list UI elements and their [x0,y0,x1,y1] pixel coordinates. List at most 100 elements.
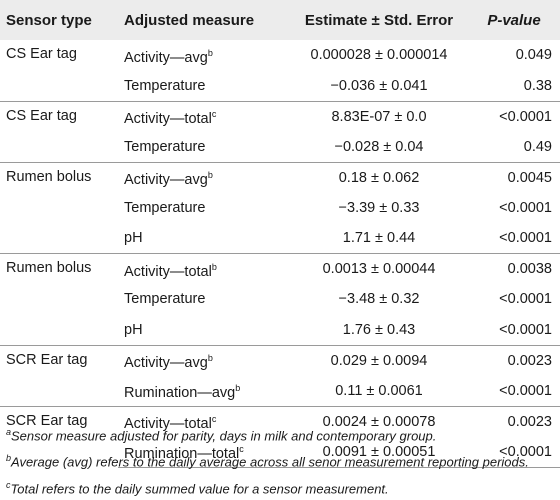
pvalue-cell: 0.38 [523,77,552,94]
pvalue-cell: <0.0001 [499,199,552,216]
estimate-cell: 0.029 ± 0.0094 [290,344,468,376]
estimate-cell: 0.0024 ± 0.00078 [290,405,468,437]
measure-label: Temperature [124,77,206,94]
estimate-cell: 0.0013 ± 0.00044 [290,253,468,284]
adjusted-measure-cell: Temperature [118,284,290,315]
table-header-row: Sensor type Adjusted measure Estimate ± … [0,0,560,40]
table-row: Rumen bolus Activity—avgb 0.18 ± 0.062 0.00… [0,161,560,254]
footnote: bAverage (avg) refers to the daily avera… [0,447,560,473]
pvalue-cell: 0.0023 [468,344,560,376]
pvalue-cell: 0.49 [523,138,552,155]
measure-label: pH [124,321,143,338]
estimate-cell: 0.000028 ± 0.000014 [310,47,448,64]
table-row: Temperature −3.39 ± 0.33 <0.0001 [0,193,560,224]
footnote-marker: b [207,47,213,58]
table-row: CS Ear tag Activity—totalc 8.83E-07 ± 0.0 <… [0,100,560,162]
sensor-type-cell: Rumen bolus [0,161,118,254]
measure-label: Activity—total [124,110,212,127]
table-row: pH 1.71 ± 0.44 <0.0001 [0,223,560,254]
pvalue-cell: 0.0023 [468,405,560,437]
table-row: Rumination—totalc 0.0091 ± 0.00051 <0.0001 [0,436,560,468]
footnote-text: Total refers to the daily summed value f… [10,480,389,496]
footnote-mark: a [6,427,12,437]
footnote-marker: b [207,170,213,181]
measure-label: Activity—total [124,415,212,432]
pvalue-cell: 0.0038 [468,253,560,284]
estimate-cell: 8.83E-07 ± 0.0 [290,100,468,132]
estimate-cell: 1.71 ± 0.44 [342,230,416,246]
sensor-type-cell: CS Ear tag [6,46,77,62]
adjusted-measure-cell: pH [118,223,290,254]
pvalue-cell: <0.0001 [499,382,552,399]
measure-label: Activity—total [124,263,212,280]
adjusted-measure-cell: Activity—avgb [118,40,290,71]
adjusted-measure-cell: pH [118,315,290,346]
pvalue-cell: <0.0001 [468,100,560,132]
footnote-marker: b [207,353,213,364]
table-row: Temperature −3.48 ± 0.32 <0.0001 [0,284,560,315]
footnote-text: Average (avg) refers to the daily averag… [11,454,529,470]
measure-label: Temperature [124,199,206,216]
adjusted-measure-cell: Temperature [118,193,290,224]
estimate-cell: −3.39 ± 0.33 [338,199,420,216]
adjusted-measure-cell: Rumination—avgb [118,376,290,407]
table-row: Temperature −0.028 ± 0.04 0.49 [0,132,560,163]
header-sensor-type: Sensor type [0,0,118,40]
pvalue-cell: <0.0001 [499,291,552,308]
measure-label: Activity—avg [124,171,208,188]
results-table-container: Sensor type Adjusted measure Estimate ± … [0,0,560,468]
measure-label: pH [124,230,143,246]
pvalue-cell: <0.0001 [499,230,552,246]
footnote-marker: c [239,444,244,455]
table-row: Rumination—avgb 0.11 ± 0.0061 <0.0001 [0,376,560,407]
footnote-marker: c [211,109,217,120]
adjusted-measure-cell: Activity—avgb [118,344,290,376]
measure-label: Temperature [124,291,206,308]
adjusted-measure-cell: Temperature [118,132,290,163]
measure-label: Rumination—avg [124,384,236,401]
footnote-mark: b [6,453,12,464]
table-row: Rumen bolus Activity—totalb 0.0013 ± 0.000… [0,253,560,345]
adjusted-measure-cell: Rumination—totalc [118,436,290,468]
table-row: Temperature −0.036 ± 0.041 0.38 [0,71,560,102]
footnote-text: Sensor measure adjusted for parity, days… [11,428,437,444]
pvalue-cell: 0.049 [515,47,552,64]
header-estimate: Estimate ± Std. Error [290,0,468,40]
table-body: CS Ear tag Activity—avgb 0.000028 ± 0.0000… [0,40,560,468]
pvalue-cell: 0.0045 [468,161,560,193]
adjusted-measure-cell: Activity—totalb [118,253,290,284]
adjusted-measure-cell: Activity—avgb [118,161,290,193]
sensor-type-cell: Rumen bolus [0,253,118,345]
footnote-marker: b [211,261,217,272]
estimate-cell: 1.76 ± 0.43 [342,321,416,338]
table-row: pH 1.76 ± 0.43 <0.0001 [0,315,560,346]
estimate-cell: 0.18 ± 0.062 [290,161,468,193]
adjusted-measure-cell: Temperature [118,71,290,102]
footnote: aSensor measure adjusted for parity, day… [0,421,560,447]
estimate-cell: 0.0091 ± 0.00051 [290,436,468,468]
sensor-type-cell: CS Ear tag [0,100,118,162]
measure-label: Activity—avg [124,354,208,371]
footnote-marker: c [211,414,217,425]
footnote-mark: c [6,479,11,490]
footnote-marker: b [235,383,241,394]
adjusted-measure-cell: Activity—totalc [118,100,290,132]
table-row: SCR Ear tag Activity—avgb 0.029 ± 0.0094 0.… [0,344,560,406]
footnote: cTotal refers to the daily summed value … [0,474,560,500]
pvalue-cell: <0.0001 [468,436,560,468]
measure-label: Temperature [124,138,206,155]
estimate-cell: −0.036 ± 0.041 [330,77,428,94]
table-footnotes: aSensor measure adjusted for parity, day… [0,421,560,500]
estimate-cell: 0.11 ± 0.0061 [335,382,423,399]
estimate-cell: −0.028 ± 0.04 [334,138,424,155]
pvalue-cell: <0.0001 [499,321,552,338]
table-row: SCR Ear tag Activity—totalc 0.0024 ± 0.000… [0,405,560,467]
results-table: Sensor type Adjusted measure Estimate ± … [0,0,560,468]
sensor-type-cell: SCR Ear tag [0,344,118,406]
estimate-cell: −3.48 ± 0.32 [338,291,420,308]
header-pvalue: P-value [468,0,560,40]
sensor-type-cell: SCR Ear tag [0,405,118,467]
adjusted-measure-cell: Activity—totalc [118,405,290,437]
measure-label: Activity—avg [124,49,208,66]
header-adjusted-measure: Adjusted measure [118,0,290,40]
